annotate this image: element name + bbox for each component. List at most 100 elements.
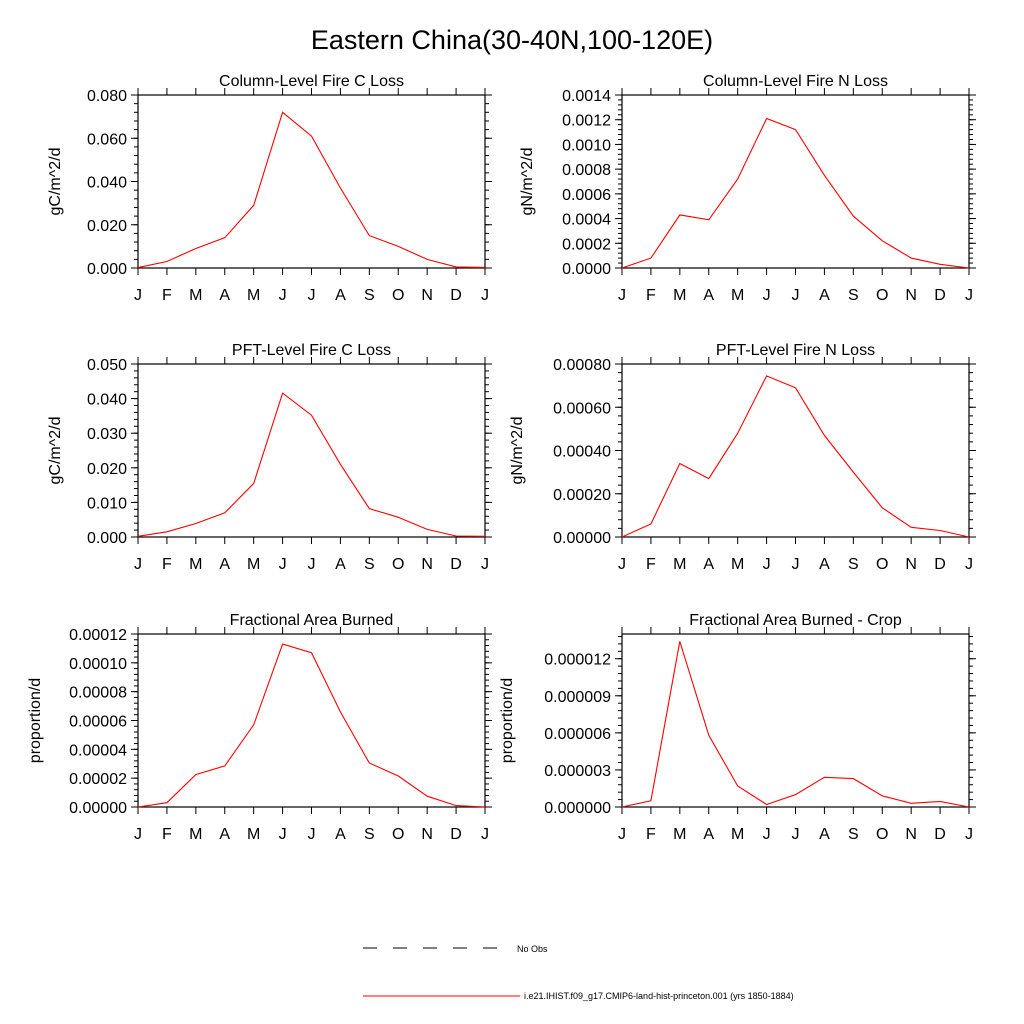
- x-tick-label: S: [364, 556, 375, 573]
- y-tick-label: 0.020: [87, 218, 127, 235]
- x-tick-label: N: [905, 287, 917, 304]
- y-tick-label: 0.010: [87, 495, 127, 512]
- y-tick-label: 0.00002: [69, 771, 127, 788]
- y-axis-label: gC/m^2/d: [47, 148, 64, 216]
- x-tick-label: A: [819, 556, 830, 573]
- legend-label-model: i.e21.IHIST.f09_g17.CMIP6-land-hist-prin…: [524, 991, 794, 1001]
- chart-title: Fractional Area Burned: [230, 612, 394, 629]
- x-tick-label: M: [731, 826, 744, 843]
- y-tick-label: 0.040: [87, 392, 127, 409]
- y-tick-label: 0.00000: [553, 530, 611, 547]
- x-tick-label: S: [364, 287, 375, 304]
- x-tick-label: A: [219, 287, 230, 304]
- plot-frame: [621, 363, 970, 538]
- y-axis-label: gC/m^2/d: [47, 417, 64, 485]
- chart-title: Fractional Area Burned - Crop: [689, 612, 902, 629]
- x-tick-label: A: [819, 287, 830, 304]
- legend: No Obs i.e21.IHIST.f09_g17.CMIP6-land-hi…: [363, 944, 794, 1001]
- series-line: [621, 117, 970, 269]
- y-tick-label: 0.020: [87, 461, 127, 478]
- series-line: [137, 111, 486, 269]
- y-tick-label: 0.0008: [562, 162, 611, 179]
- chart-panel-1: Column-Level Fire C Loss 0.000 0.020 0.040 0…: [47, 73, 492, 304]
- x-tick-label: N: [905, 826, 917, 843]
- x-tick-label: M: [189, 826, 202, 843]
- x-tick-label: D: [934, 826, 946, 843]
- x-tick-label: J: [308, 826, 316, 843]
- x-tick-label: O: [392, 556, 404, 573]
- x-tick-label: M: [673, 287, 686, 304]
- x-tick-label: J: [763, 287, 771, 304]
- x-tick-label: A: [335, 287, 346, 304]
- chart-panel-4: PFT-Level Fire N Loss 0.00000 0.00020 0.000…: [509, 342, 976, 573]
- x-tick-label: S: [848, 556, 859, 573]
- y-tick-label: 0.000: [87, 530, 127, 547]
- chart-panel-6: Fractional Area Burned - Crop 0.000000 0.0…: [499, 612, 976, 843]
- x-tick-label: O: [392, 826, 404, 843]
- y-tick-label: 0.040: [87, 175, 127, 192]
- legend-label-no-obs: No Obs: [517, 944, 548, 954]
- x-tick-label: N: [905, 556, 917, 573]
- x-tick-label: A: [219, 826, 230, 843]
- x-tick-label: J: [279, 826, 287, 843]
- y-tick-label: 0.0006: [562, 187, 611, 204]
- x-tick-label: J: [792, 287, 800, 304]
- x-tick-label: F: [162, 287, 172, 304]
- x-tick-label: J: [481, 287, 489, 304]
- y-tick-label: 0.00060: [553, 400, 611, 417]
- x-tick-label: J: [965, 556, 973, 573]
- x-tick-label: M: [673, 556, 686, 573]
- x-tick-label: J: [308, 287, 316, 304]
- chart-panel-5: Fractional Area Burned 0.00000 0.00002 0.00…: [27, 612, 492, 843]
- x-tick-label: M: [247, 826, 260, 843]
- x-tick-label: J: [792, 826, 800, 843]
- x-tick-label: J: [279, 287, 287, 304]
- x-tick-label: S: [848, 826, 859, 843]
- y-tick-label: 0.00080: [553, 357, 611, 374]
- y-tick-label: 0.000003: [544, 763, 611, 780]
- y-tick-label: 0.030: [87, 426, 127, 443]
- x-tick-label: M: [247, 287, 260, 304]
- x-tick-label: D: [450, 826, 462, 843]
- x-tick-label: J: [308, 556, 316, 573]
- plot-frame: [137, 363, 486, 538]
- x-tick-label: M: [731, 556, 744, 573]
- x-tick-label: A: [703, 556, 714, 573]
- x-tick-label: M: [247, 556, 260, 573]
- x-tick-label: J: [618, 826, 626, 843]
- y-axis-label: proportion/d: [27, 678, 44, 763]
- y-tick-label: 0.060: [87, 131, 127, 148]
- x-tick-label: J: [965, 826, 973, 843]
- x-tick-label: M: [189, 287, 202, 304]
- x-tick-label: J: [481, 826, 489, 843]
- panels: Column-Level Fire C Loss 0.000 0.020 0.040 0…: [27, 73, 976, 843]
- y-tick-label: 0.050: [87, 357, 127, 374]
- x-tick-label: D: [450, 287, 462, 304]
- y-tick-label: 0.00008: [69, 685, 127, 702]
- x-tick-label: A: [819, 826, 830, 843]
- y-tick-label: 0.00040: [553, 444, 611, 461]
- x-tick-label: D: [934, 556, 946, 573]
- y-tick-label: 0.0002: [562, 236, 611, 253]
- x-tick-label: F: [646, 826, 656, 843]
- x-tick-label: O: [876, 287, 888, 304]
- chart-title: Column-Level Fire N Loss: [703, 73, 888, 90]
- x-tick-label: F: [162, 556, 172, 573]
- y-tick-label: 0.000009: [544, 689, 611, 706]
- x-tick-label: N: [421, 556, 433, 573]
- x-tick-label: S: [848, 287, 859, 304]
- x-tick-label: O: [876, 826, 888, 843]
- x-tick-label: J: [134, 287, 142, 304]
- y-tick-label: 0.0012: [562, 113, 611, 130]
- series-line: [137, 643, 486, 808]
- x-tick-label: J: [763, 826, 771, 843]
- x-tick-label: N: [421, 287, 433, 304]
- y-tick-label: 0.00006: [69, 714, 127, 731]
- x-tick-label: J: [134, 556, 142, 573]
- y-tick-label: 0.00020: [553, 487, 611, 504]
- x-tick-label: O: [392, 287, 404, 304]
- figure-title: Eastern China(30-40N,100-120E): [311, 25, 713, 55]
- x-tick-label: D: [934, 287, 946, 304]
- x-tick-label: M: [731, 287, 744, 304]
